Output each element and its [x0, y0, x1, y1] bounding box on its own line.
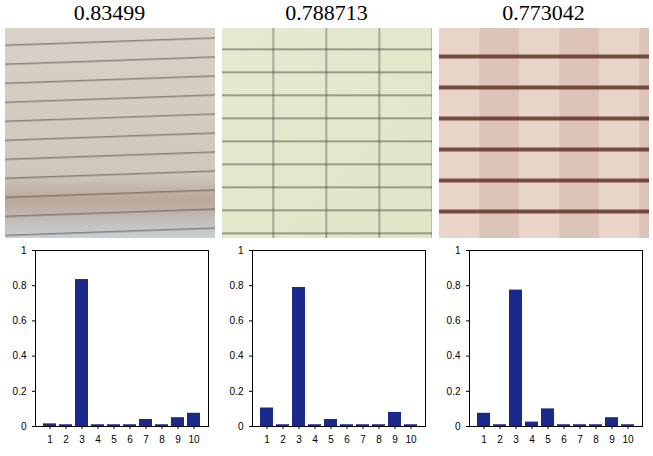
svg-text:1: 1 [238, 245, 244, 256]
svg-text:3: 3 [296, 434, 302, 445]
svg-text:0.4: 0.4 [230, 350, 244, 361]
svg-text:5: 5 [328, 434, 334, 445]
svg-text:2: 2 [497, 434, 503, 445]
svg-text:0.4: 0.4 [447, 350, 461, 361]
svg-text:10: 10 [405, 434, 417, 445]
svg-text:6: 6 [127, 434, 133, 445]
html-text:0.83499: 0.83499 [73, 0, 146, 25]
svg-text:8: 8 [376, 434, 382, 445]
svg-text:0: 0 [21, 421, 27, 432]
svg-text:7: 7 [360, 434, 366, 445]
html-text:0.773042: 0.773042 [502, 0, 585, 25]
svg-text:0.6: 0.6 [230, 315, 244, 326]
svg-text:9: 9 [392, 434, 398, 445]
svg-text:0.8: 0.8 [230, 280, 244, 291]
svg-text:7: 7 [577, 434, 583, 445]
svg-text:8: 8 [159, 434, 165, 445]
svg-text:0: 0 [455, 421, 461, 432]
svg-text:2: 2 [63, 434, 69, 445]
svg-text:1: 1 [21, 245, 27, 256]
svg-text:5: 5 [111, 434, 117, 445]
svg-text:4: 4 [95, 434, 101, 445]
svg-text:6: 6 [344, 434, 350, 445]
svg-text:0.2: 0.2 [13, 386, 27, 397]
svg-text:1: 1 [264, 434, 270, 445]
svg-text:0.8: 0.8 [13, 280, 27, 291]
svg-text:0: 0 [238, 421, 244, 432]
svg-text:8: 8 [593, 434, 599, 445]
svg-text:3: 3 [513, 434, 519, 445]
svg-text:1: 1 [481, 434, 487, 445]
svg-text:6: 6 [561, 434, 567, 445]
svg-text:0.6: 0.6 [13, 315, 27, 326]
svg-text:0.6: 0.6 [447, 315, 461, 326]
svg-text:5: 5 [545, 434, 551, 445]
svg-text:3: 3 [79, 434, 85, 445]
svg-text:9: 9 [609, 434, 615, 445]
svg-text:4: 4 [529, 434, 535, 445]
svg-text:1: 1 [455, 245, 461, 256]
svg-text:10: 10 [622, 434, 634, 445]
svg-text:4: 4 [312, 434, 318, 445]
svg-text:2: 2 [280, 434, 286, 445]
svg-text:7: 7 [143, 434, 149, 445]
svg-text:9: 9 [175, 434, 181, 445]
svg-text:0.4: 0.4 [13, 350, 27, 361]
svg-text:0.2: 0.2 [447, 386, 461, 397]
svg-text:10: 10 [188, 434, 200, 445]
html-text:0.788713: 0.788713 [285, 0, 368, 25]
svg-text:0.2: 0.2 [230, 386, 244, 397]
svg-text:1: 1 [47, 434, 53, 445]
svg-text:0.8: 0.8 [447, 280, 461, 291]
